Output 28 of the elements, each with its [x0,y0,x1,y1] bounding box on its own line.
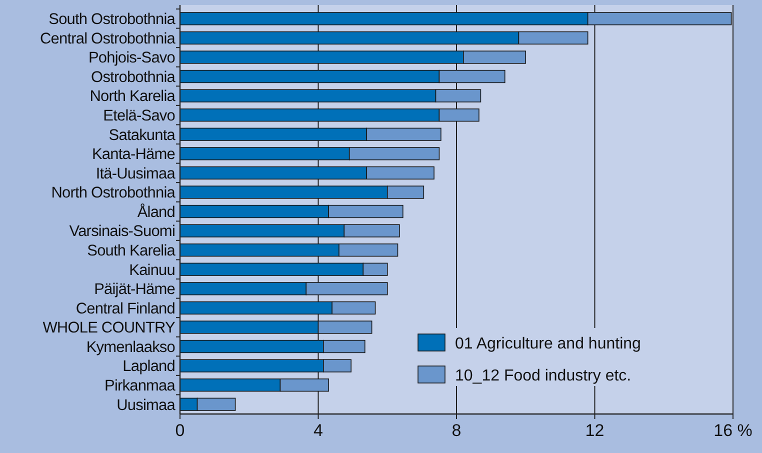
y-tick-label: Central Finland [76,300,175,318]
y-tick-label: Kanta-Häme [92,146,175,164]
x-tick-label: 16 % [714,421,752,440]
y-tick-label: Pohjois-Savo [88,50,175,67]
y-tick-label: Kymenlaakso [86,338,175,356]
y-tick-label: South Karelia [87,242,176,260]
y-tick-label: Satakunta [108,126,176,144]
legend-label: 01 Agriculture and hunting [455,336,641,353]
y-tick-label: Central Ostrobothnia [40,30,176,48]
y-tick-label: Uusimaa [116,396,176,414]
y-tick-label: Itä-Uusimaa [96,165,176,182]
y-tick-label: South Ostrobothnia [48,11,176,28]
y-tick-label: North Ostrobothnia [51,184,176,202]
y-tick-label: Päijät-Häme [94,281,175,298]
y-tick-label: Ostrobothnia [91,68,176,86]
y-tick-label: WHOLE COUNTRY [42,320,176,337]
y-tick-label: Pirkanmaa [104,377,176,394]
x-tick-label: 8 [452,421,462,440]
legend-label: 10_12 Food industry etc. [455,368,632,385]
y-tick-label: Etelä-Savo [103,107,175,124]
y-tick-label: Åland [137,202,175,221]
y-tick-label: Lapland [122,358,175,376]
x-tick-label: 0 [175,421,185,440]
x-tick-label: 12 [585,421,604,440]
x-tick-label: 4 [314,421,323,440]
y-tick-label: Kainuu [129,262,175,279]
y-tick-label: Varsinais-Suomi [69,223,175,240]
y-tick-label: North Karelia [90,88,176,106]
